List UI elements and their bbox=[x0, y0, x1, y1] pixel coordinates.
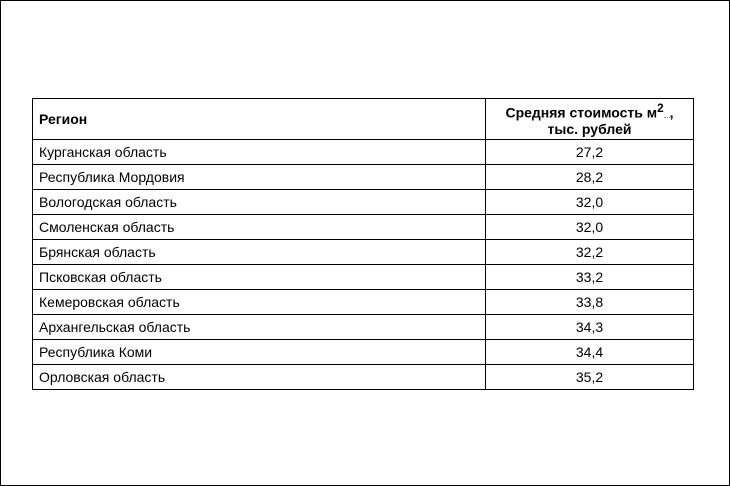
cell-price: 33,8 bbox=[485, 289, 694, 315]
spellcheck-mark bbox=[663, 114, 670, 119]
table-header-row: Регион Средняя стоимость м2, тыс. рублей bbox=[32, 98, 694, 140]
cell-price: 27,2 bbox=[485, 139, 694, 165]
table-row: Псковская область 33,2 bbox=[32, 264, 694, 290]
header-price-line2: тыс. рублей bbox=[547, 121, 632, 138]
cell-price: 28,2 bbox=[485, 164, 694, 190]
cell-region: Кемеровская область bbox=[32, 289, 486, 315]
table-row: Архангельская область 34,3 bbox=[32, 314, 694, 340]
cell-region: Архангельская область bbox=[32, 314, 486, 340]
cell-region: Республика Коми bbox=[32, 339, 486, 365]
table-row: Вологодская область 32,0 bbox=[32, 189, 694, 215]
header-price-sup: 2 bbox=[657, 101, 664, 115]
header-price: Средняя стоимость м2, тыс. рублей bbox=[485, 98, 694, 140]
table-row: Курганская область 27,2 bbox=[32, 139, 694, 165]
cell-price: 32,0 bbox=[485, 214, 694, 240]
header-price-comma: , bbox=[669, 104, 674, 121]
table-row: Кемеровская область 33,8 bbox=[32, 289, 694, 315]
table-row: Республика Коми 34,4 bbox=[32, 339, 694, 365]
cell-price: 35,2 bbox=[485, 364, 694, 390]
cell-region: Смоленская область bbox=[32, 214, 486, 240]
cell-region: Орловская область bbox=[32, 364, 486, 390]
cell-price: 32,0 bbox=[485, 189, 694, 215]
table-row: Брянская область 32,2 bbox=[32, 239, 694, 265]
cell-price: 34,4 bbox=[485, 339, 694, 365]
cell-region: Вологодская область bbox=[32, 189, 486, 215]
cell-region: Курганская область bbox=[32, 139, 486, 165]
table-row: Смоленская область 32,0 bbox=[32, 214, 694, 240]
cell-region: Республика Мордовия bbox=[32, 164, 486, 190]
table-row: Республика Мордовия 28,2 bbox=[32, 164, 694, 190]
header-price-line1: Средняя стоимость м bbox=[505, 104, 658, 121]
cell-region: Псковская область bbox=[32, 264, 486, 290]
cell-price: 32,2 bbox=[485, 239, 694, 265]
table-row: Орловская область 35,2 bbox=[32, 364, 694, 390]
price-table: Регион Средняя стоимость м2, тыс. рублей… bbox=[32, 98, 694, 390]
cell-region: Брянская область bbox=[32, 239, 486, 265]
cell-price: 33,2 bbox=[485, 264, 694, 290]
cell-price: 34,3 bbox=[485, 314, 694, 340]
header-region: Регион bbox=[32, 98, 486, 140]
